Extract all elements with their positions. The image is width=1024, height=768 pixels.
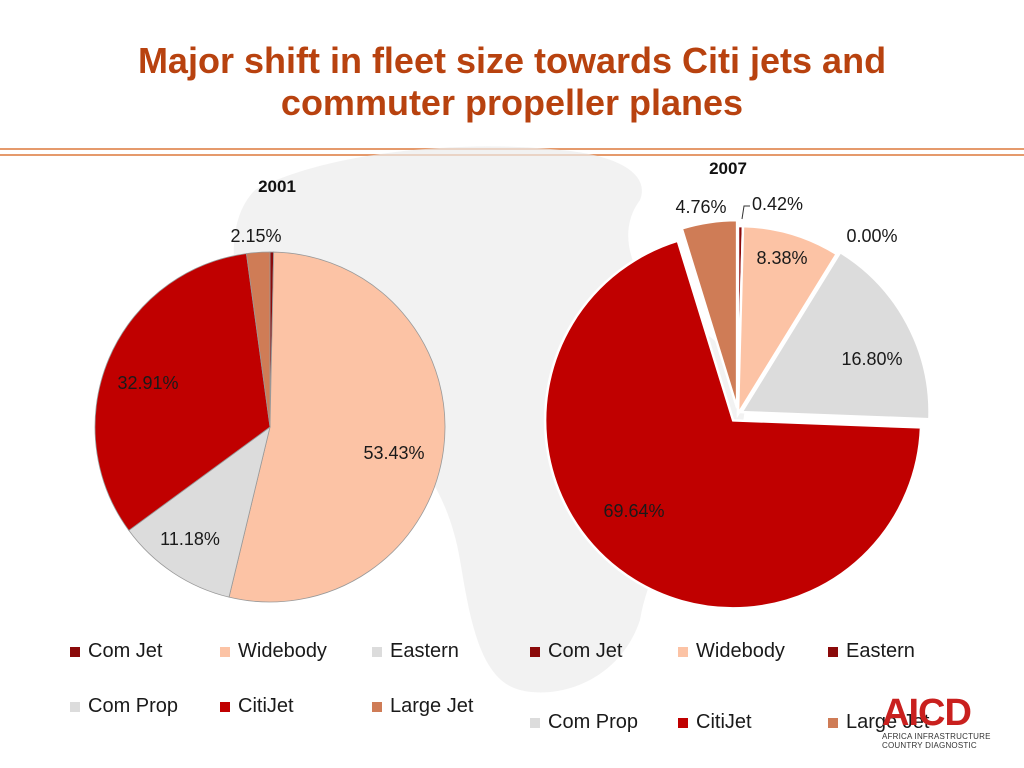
legend-swatch xyxy=(220,646,230,657)
legend-label: Com Prop xyxy=(548,711,639,733)
data-label-large-jet: 2.15% xyxy=(230,226,281,246)
slice-eastern xyxy=(128,426,271,598)
legend-swatch xyxy=(678,646,688,657)
slice-large-jet xyxy=(680,218,739,409)
slice-citijet xyxy=(543,239,923,610)
legend-label: CitiJet xyxy=(238,695,294,717)
legend-item-com-jet: Com Jet xyxy=(70,640,162,663)
slice-widebody xyxy=(228,251,446,603)
data-label-citijet: 69.64% xyxy=(603,501,664,521)
legend-swatch xyxy=(530,646,540,657)
legend-label: CitiJet xyxy=(696,711,752,733)
data-label-widebody: 8.38% xyxy=(756,248,807,268)
data-label-widebody: 53.43% xyxy=(363,443,424,463)
data-label-com-jet: 0.42% xyxy=(752,194,803,214)
legend-swatch xyxy=(828,646,838,657)
legend-item-com-jet: Com Jet xyxy=(530,640,622,663)
data-label-com-prop: 16.80% xyxy=(841,349,902,369)
logo-name: AICD xyxy=(882,692,972,734)
pie-2001: 53.43% 11.18% 32.91% 2.15% 2001 xyxy=(94,177,446,603)
legend-label: Widebody xyxy=(696,640,785,662)
data-label-citijet: 32.91% xyxy=(117,373,178,393)
pie-year-label: 2007 xyxy=(709,159,747,178)
legend-item-eastern: Eastern xyxy=(372,640,459,663)
legend-item-large-jet: Large Jet xyxy=(828,711,929,734)
legend-swatch xyxy=(372,646,382,657)
legend-swatch xyxy=(530,717,540,728)
legend-item-com-prop: Com Prop xyxy=(530,711,638,734)
slice-com-prop xyxy=(739,250,931,421)
chart-title: Major shift in fleet size towards Citi j… xyxy=(0,40,1024,124)
legend-item-citijet: CitiJet xyxy=(678,711,752,734)
legend-item-widebody: Widebody xyxy=(678,640,785,663)
title-line-2: commuter propeller planes xyxy=(280,82,744,123)
legend-label: Large Jet xyxy=(846,711,930,733)
pie-year-label: 2001 xyxy=(258,177,296,196)
legend-item-large-jet: Large Jet xyxy=(372,695,473,718)
legend-item-citijet: CitiJet xyxy=(220,695,294,718)
legend-swatch xyxy=(70,646,80,657)
slice-citijet xyxy=(94,253,271,531)
pie-2007: 0.42% 8.38% 0.00% 16.80% 69.64% 4.76% 2007 xyxy=(543,159,931,610)
legend-item-widebody: Widebody xyxy=(220,640,327,663)
legend-label: Eastern xyxy=(846,640,915,662)
slice-large-jet xyxy=(245,251,271,428)
legend-label: Com Prop xyxy=(88,695,179,717)
logo-line-2: COUNTRY DIAGNOSTIC xyxy=(882,741,977,750)
aicd-logo: AICD AFRICA INFRASTRUCTURE COUNTRY DIAGN… xyxy=(882,694,1002,750)
logo-line-1: AFRICA INFRASTRUCTURE xyxy=(882,732,991,741)
legend-label: Com Jet xyxy=(548,640,623,662)
legend-item-com-prop: Com Prop xyxy=(70,695,178,718)
data-label-large-jet: 4.76% xyxy=(675,197,726,217)
legend-item-eastern: Eastern xyxy=(828,640,915,663)
legend-swatch xyxy=(678,717,688,728)
legend-swatch xyxy=(372,701,382,712)
legend-label: Com Jet xyxy=(88,640,163,662)
data-label-eastern: 11.18% xyxy=(160,529,220,549)
legend-label: Widebody xyxy=(238,640,327,662)
data-label-eastern: 0.00% xyxy=(846,226,897,246)
legend-label: Large Jet xyxy=(390,695,474,717)
legend-swatch xyxy=(220,701,230,712)
legend-swatch xyxy=(828,717,838,728)
leader-line xyxy=(741,205,750,220)
legend-swatch xyxy=(70,701,80,712)
legend-label: Eastern xyxy=(390,640,459,662)
title-line-1: Major shift in fleet size towards Citi j… xyxy=(137,40,887,81)
slice-widebody xyxy=(736,224,839,419)
